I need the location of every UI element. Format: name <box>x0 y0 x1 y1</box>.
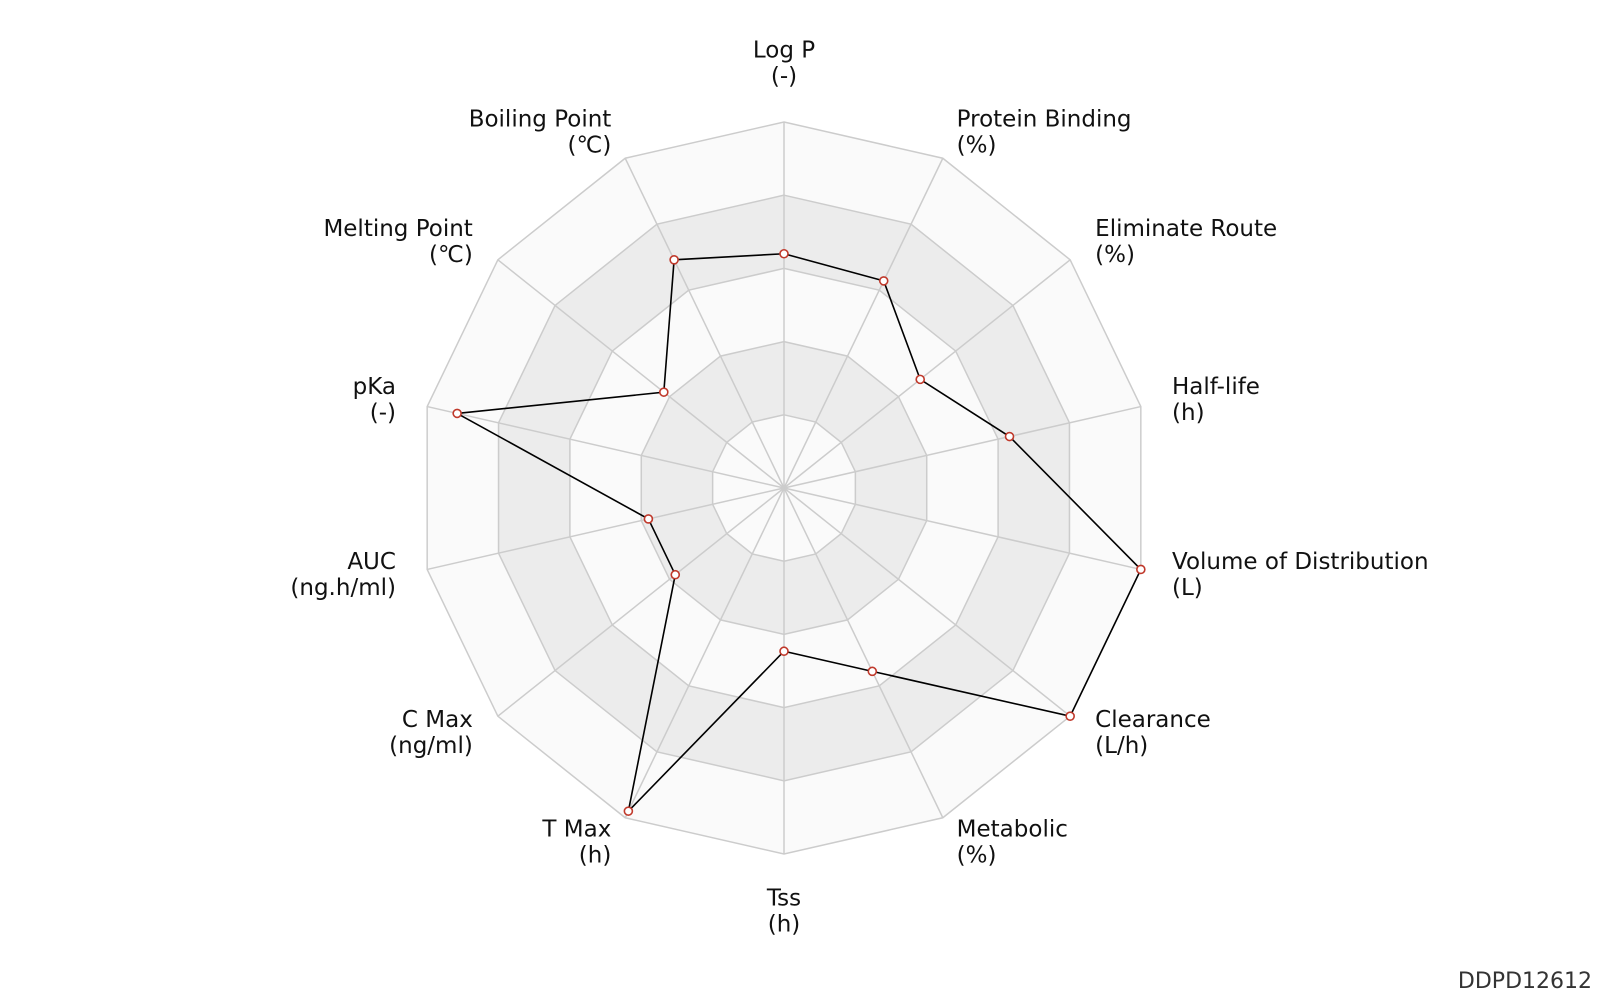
data-point <box>867 666 878 677</box>
axis-label: pKa <box>353 374 396 400</box>
axis-label: Tss <box>766 886 801 912</box>
axis-label: Clearance <box>1095 707 1211 733</box>
axis-unit: (℃) <box>429 242 473 268</box>
spoke <box>783 157 944 489</box>
axis-label: C Max <box>402 707 473 733</box>
data-point <box>669 255 679 265</box>
spoke <box>624 157 785 489</box>
axis-unit: (h) <box>768 912 801 938</box>
axis-unit: (℃) <box>568 133 612 159</box>
spoke <box>783 487 1141 571</box>
data-point <box>623 806 634 816</box>
spoke <box>497 259 785 489</box>
spoke <box>783 487 1071 717</box>
data-point <box>659 387 669 397</box>
axis-unit: (ng.h/ml) <box>290 575 396 601</box>
footer-id: DDPD12612 <box>1458 969 1592 994</box>
data-point <box>779 248 789 259</box>
data-point <box>1136 564 1146 575</box>
axis-unit: (%) <box>957 133 997 159</box>
axis-unit: (%) <box>957 842 997 868</box>
axis-unit: (-) <box>370 400 396 426</box>
data-point <box>1004 431 1015 442</box>
axis-unit: (ng/ml) <box>389 733 473 759</box>
axis-label: Melting Point <box>323 216 472 242</box>
data-point <box>878 276 889 286</box>
axis-label: Boiling Point <box>469 107 612 133</box>
axis-unit: (L/h) <box>1095 733 1148 759</box>
axis-unit: (%) <box>1095 242 1135 268</box>
axis-label: Volume of Distribution <box>1172 549 1429 575</box>
spoke <box>783 259 1071 489</box>
data-point <box>1065 711 1075 721</box>
data-point <box>643 514 654 524</box>
data-point <box>779 646 789 657</box>
data-point <box>915 374 926 385</box>
spoke <box>427 405 785 489</box>
axis-label: Protein Binding <box>957 107 1132 133</box>
axis-label: Half-life <box>1172 374 1260 400</box>
axis-unit: (-) <box>771 64 797 90</box>
data-point <box>670 569 681 580</box>
data-point <box>452 408 462 419</box>
spoke <box>427 487 785 571</box>
spoke <box>624 487 785 819</box>
axis-unit: (h) <box>1172 400 1205 426</box>
spoke <box>783 487 944 819</box>
spoke <box>497 487 785 717</box>
axis-label: Metabolic <box>957 816 1068 842</box>
spoke <box>783 405 1141 489</box>
axis-label: AUC <box>347 549 396 575</box>
axis-unit: (L) <box>1172 575 1203 601</box>
axis-label: T Max <box>541 816 611 842</box>
axis-label: Log P <box>753 38 815 64</box>
axis-label: Eliminate Route <box>1095 216 1277 242</box>
axis-unit: (h) <box>579 842 612 868</box>
